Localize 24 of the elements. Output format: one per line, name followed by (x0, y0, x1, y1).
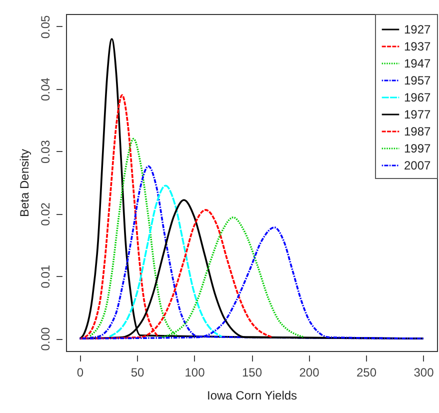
y-axis-title: Beta Density (18, 148, 32, 218)
legend-label: 1967 (404, 90, 432, 104)
x-tick-label: 50 (130, 366, 144, 380)
x-tick-label: 100 (184, 366, 206, 380)
legend-label: 1937 (404, 40, 432, 54)
legend-label: 1997 (404, 142, 432, 156)
x-tick-label: 150 (242, 366, 262, 380)
x-tick-label: 200 (299, 366, 320, 380)
y-tick-label: 0.02 (38, 202, 52, 226)
y-tick-label: 0.04 (38, 77, 52, 102)
x-tick-label: 300 (414, 366, 434, 380)
legend-label: 1957 (404, 74, 432, 88)
legend-label: 1987 (404, 124, 432, 138)
x-axis-title: Iowa Corn Yields (206, 388, 298, 402)
legend-label: 1947 (404, 56, 432, 70)
y-tick-label: 0.05 (38, 14, 52, 39)
legend-label: 2007 (404, 158, 432, 172)
x-tick-label: 0 (76, 366, 84, 380)
x-tick-label: 250 (356, 366, 377, 380)
y-tick-label: 0.01 (38, 264, 52, 288)
y-tick-label: 0.00 (38, 327, 52, 351)
legend-label: 1927 (404, 22, 432, 36)
y-tick-label: 0.03 (38, 140, 52, 164)
legend-label: 1977 (404, 108, 432, 122)
